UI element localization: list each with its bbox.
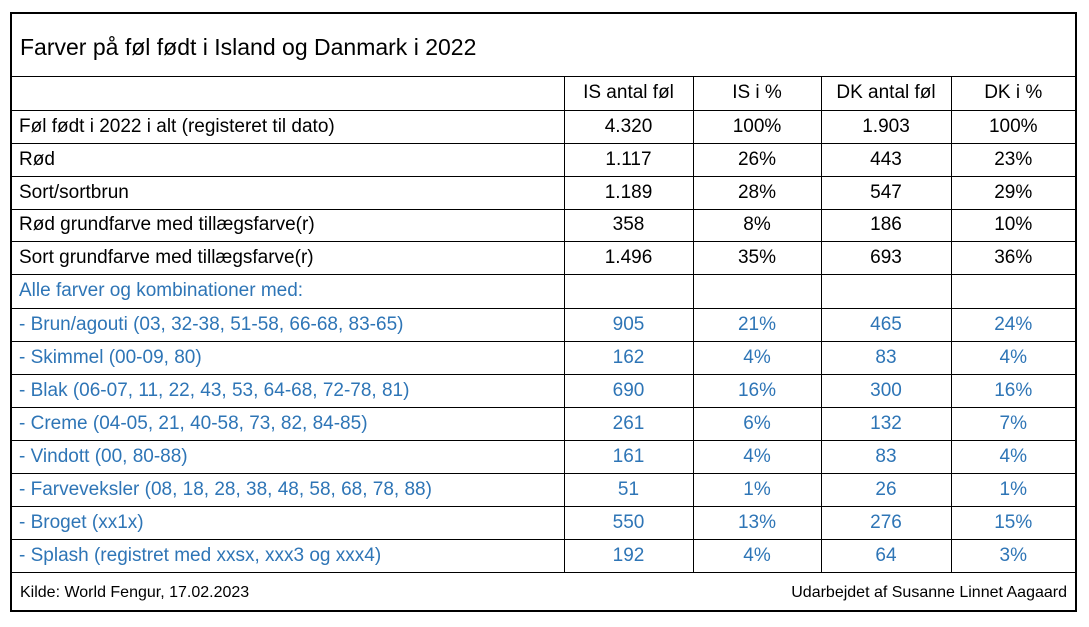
is-pct-cell: 1%: [692, 472, 822, 507]
row-label: - Blak (06-07, 11, 22, 43, 53, 64-68, 72…: [12, 373, 565, 408]
dk-pct-cell: 1%: [950, 472, 1075, 507]
is-count-cell: 1.117: [563, 142, 694, 177]
row-label: - Broget (xx1x): [12, 505, 565, 540]
table-frame: Farver på føl født i Island og Danmark i…: [10, 12, 1077, 612]
dk-pct-cell: 16%: [950, 373, 1075, 408]
table-row: - Blak (06-07, 11, 22, 43, 53, 64-68, 72…: [12, 373, 1075, 408]
dk-count-cell: 276: [820, 505, 952, 540]
dk-count-cell: 547: [820, 175, 952, 210]
dk-count-cell: 443: [820, 142, 952, 177]
table-row: Føl født i 2022 i alt (registeret til da…: [12, 109, 1075, 144]
is-pct-cell: 16%: [692, 373, 822, 408]
is-count-cell: 1.189: [563, 175, 694, 210]
table-row: - Creme (04-05, 21, 40-58, 73, 82, 84-85…: [12, 406, 1075, 441]
is-count-cell: 550: [563, 505, 694, 540]
row-label: - Vindott (00, 80-88): [12, 439, 565, 474]
table-row: Rød 1.117 26% 443 23%: [12, 142, 1075, 177]
table-row: - Farveveksler (08, 18, 28, 38, 48, 58, …: [12, 472, 1075, 507]
is-pct-cell: 26%: [692, 142, 822, 177]
author-note: Udarbejdet af Susanne Linnet Aagaard: [791, 584, 1067, 601]
is-pct-cell: 4%: [692, 538, 822, 573]
row-label: - Creme (04-05, 21, 40-58, 73, 82, 84-85…: [12, 406, 565, 441]
table-title: Farver på føl født i Island og Danmark i…: [12, 14, 1075, 77]
dk-count-cell: 64: [820, 538, 952, 573]
column-header: [12, 77, 565, 111]
row-label: Føl født i 2022 i alt (registeret til da…: [12, 109, 565, 144]
empty-cell: [563, 273, 694, 309]
row-label: - Farveveksler (08, 18, 28, 38, 48, 58, …: [12, 472, 565, 507]
source-note: Kilde: World Fengur, 17.02.2023: [20, 584, 250, 601]
row-label: Sort grundfarve med tillægsfarve(r): [12, 240, 565, 275]
dk-count-cell: 300: [820, 373, 952, 408]
row-label: Rød grundfarve med tillægsfarve(r): [12, 208, 565, 242]
table-row: - Vindott (00, 80-88) 161 4% 83 4%: [12, 439, 1075, 474]
is-pct-cell: 13%: [692, 505, 822, 540]
header-row: IS antal føl IS i % DK antal føl DK i %: [12, 77, 1075, 111]
is-pct-cell: 35%: [692, 240, 822, 275]
dk-count-cell: 1.903: [820, 109, 952, 144]
is-pct-cell: 28%: [692, 175, 822, 210]
row-label: Sort/sortbrun: [12, 175, 565, 210]
dk-pct-cell: 24%: [950, 307, 1075, 342]
dk-pct-cell: 4%: [950, 439, 1075, 474]
dk-pct-cell: 7%: [950, 406, 1075, 441]
column-header: DK antal føl: [820, 77, 952, 111]
dk-pct-cell: 10%: [950, 208, 1075, 242]
is-count-cell: 192: [563, 538, 694, 573]
is-pct-cell: 6%: [692, 406, 822, 441]
is-count-cell: 1.496: [563, 240, 694, 275]
dk-count-cell: 83: [820, 340, 952, 375]
table-row: Rød grundfarve med tillægsfarve(r) 358 8% 1…: [12, 208, 1075, 242]
is-count-cell: 161: [563, 439, 694, 474]
is-pct-cell: 100%: [692, 109, 822, 144]
combinations-heading-row: Alle farver og kombinationer med:: [12, 273, 1075, 309]
row-label: - Splash (registret med xxsx, xxx3 og xx…: [12, 538, 565, 573]
dk-pct-cell: 4%: [950, 340, 1075, 375]
column-header: IS i %: [692, 77, 822, 111]
dk-count-cell: 132: [820, 406, 952, 441]
is-count-cell: 4.320: [563, 109, 694, 144]
row-label: - Skimmel (00-09, 80): [12, 340, 565, 375]
dk-pct-cell: 29%: [950, 175, 1075, 210]
dk-count-cell: 186: [820, 208, 952, 242]
dk-pct-cell: 100%: [950, 109, 1075, 144]
is-count-cell: 358: [563, 208, 694, 242]
is-count-cell: 261: [563, 406, 694, 441]
dk-pct-cell: 3%: [950, 538, 1075, 573]
is-pct-cell: 4%: [692, 340, 822, 375]
is-pct-cell: 4%: [692, 439, 822, 474]
is-count-cell: 162: [563, 340, 694, 375]
table-footer: Kilde: World Fengur, 17.02.2023 Udarbejd…: [12, 577, 1075, 610]
row-label: - Brun/agouti (03, 32-38, 51-58, 66-68, …: [12, 307, 565, 342]
column-header: IS antal føl: [563, 77, 694, 111]
dk-pct-cell: 15%: [950, 505, 1075, 540]
dk-count-cell: 465: [820, 307, 952, 342]
empty-cell: [692, 273, 822, 309]
empty-cell: [950, 273, 1075, 309]
dk-count-cell: 83: [820, 439, 952, 474]
is-pct-cell: 8%: [692, 208, 822, 242]
is-count-cell: 690: [563, 373, 694, 408]
table-row: - Broget (xx1x) 550 13% 276 15%: [12, 505, 1075, 540]
column-header: DK i %: [950, 77, 1075, 111]
dk-count-cell: 26: [820, 472, 952, 507]
empty-cell: [820, 273, 952, 309]
row-label: Rød: [12, 142, 565, 177]
is-pct-cell: 21%: [692, 307, 822, 342]
dk-count-cell: 693: [820, 240, 952, 275]
combinations-heading: Alle farver og kombinationer med:: [12, 273, 565, 309]
dk-pct-cell: 23%: [950, 142, 1075, 177]
data-table: IS antal føl IS i % DK antal føl DK i % Føl …: [12, 77, 1075, 573]
table-row: - Splash (registret med xxsx, xxx3 og xx…: [12, 538, 1075, 573]
table-row: - Brun/agouti (03, 32-38, 51-58, 66-68, …: [12, 307, 1075, 342]
is-count-cell: 905: [563, 307, 694, 342]
table-row: Sort/sortbrun 1.189 28% 547 29%: [12, 175, 1075, 210]
table-row: Sort grundfarve med tillægsfarve(r) 1.496…: [12, 240, 1075, 275]
dk-pct-cell: 36%: [950, 240, 1075, 275]
is-count-cell: 51: [563, 472, 694, 507]
table-row: - Skimmel (00-09, 80) 162 4% 83 4%: [12, 340, 1075, 375]
